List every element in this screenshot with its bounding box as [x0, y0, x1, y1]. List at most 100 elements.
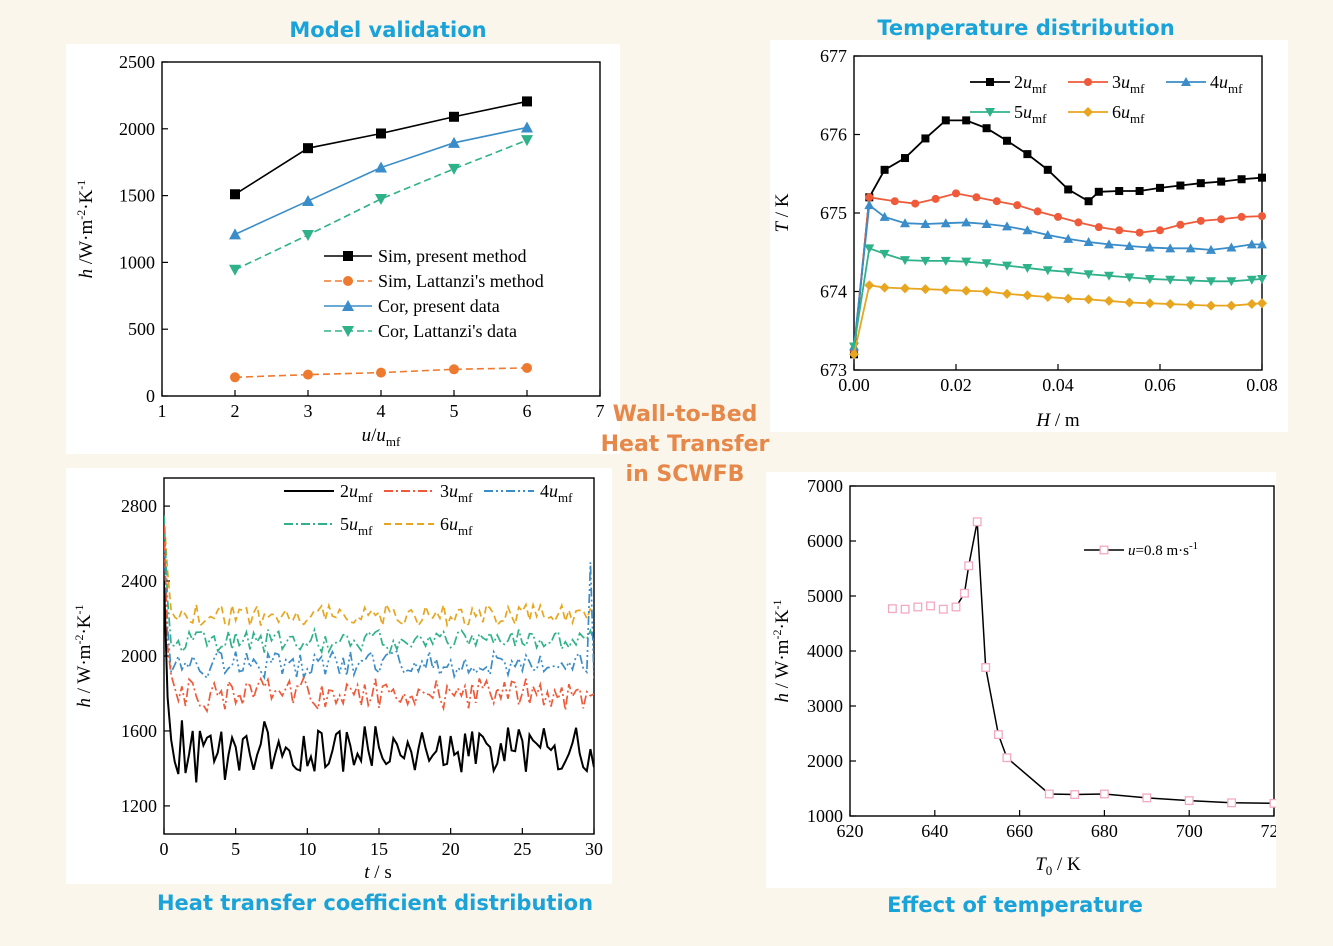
data-point [961, 285, 972, 296]
data-point [1063, 267, 1074, 277]
data-point [1002, 261, 1012, 271]
series-line [955, 521, 1275, 805]
y-axis-label-unit: ·K [74, 614, 95, 634]
y-tick-label: 5000 [807, 586, 843, 606]
data-point [964, 561, 974, 571]
legend-marker [985, 108, 995, 117]
x-tick-label: 30 [585, 839, 603, 859]
data-point [1258, 173, 1266, 182]
y-tick-label: 2800 [121, 496, 157, 516]
legend-var: u [349, 514, 358, 534]
center-title-line-1: Wall-to-Bed [612, 402, 758, 427]
center-title-line-3: in SCWFB [625, 462, 745, 487]
x-axis-label: H / m [1035, 410, 1080, 431]
data-point [521, 121, 533, 133]
y-axis-label-unit: ·K [772, 609, 793, 629]
data-point [1022, 290, 1033, 301]
data-point [1033, 207, 1042, 216]
data-point [901, 154, 909, 163]
legend-sub: mf [358, 490, 373, 505]
center-title-line-2: Heat Transfer [600, 432, 770, 457]
series-3: Cor, Lattanzi's data [229, 135, 533, 341]
legend-sub: mf [1130, 81, 1145, 96]
y-axis-label-var: T [772, 221, 793, 233]
series-line-4 [164, 515, 594, 628]
data-point [302, 230, 314, 242]
data-point [900, 604, 910, 614]
plot-frame [849, 485, 1275, 817]
series-line-3 [164, 515, 594, 655]
series-line [234, 139, 528, 271]
data-point [911, 199, 920, 208]
data-point [1115, 187, 1124, 196]
y-tick-label: 6000 [807, 531, 843, 551]
y-axis-label-var: h [76, 269, 97, 279]
legend-coef: 2 [340, 481, 349, 501]
legend-label: 2umf [340, 481, 373, 505]
data-point [1246, 239, 1257, 249]
y-axis-label-sup: -1 [74, 180, 88, 190]
data-point [1206, 277, 1216, 287]
series-2: 4umf [849, 72, 1267, 351]
data-point [522, 96, 532, 107]
y-tick-label: 2000 [121, 646, 157, 666]
data-point [1217, 215, 1226, 224]
legend-marker [342, 326, 354, 337]
y-tick-label: 675 [820, 203, 847, 223]
legend-marker [342, 300, 354, 311]
data-point [982, 124, 991, 133]
legend-label: 6umf [440, 514, 473, 538]
data-point [981, 218, 992, 228]
series-0: 2umf [850, 72, 1266, 359]
data-point [1165, 299, 1176, 310]
x-tick-label: 3 [304, 401, 313, 421]
x-axis-label: T0 / K [1035, 854, 1081, 878]
series-0: Sim, present method [230, 96, 532, 266]
legend-label: Sim, present method [378, 246, 526, 266]
data-point [1258, 212, 1266, 221]
data-point [921, 134, 930, 143]
data-point [1042, 291, 1053, 302]
data-point [1063, 293, 1074, 304]
data-point [1002, 753, 1012, 763]
legend-marker [1099, 545, 1109, 555]
data-point [1094, 187, 1103, 196]
data-point [1144, 242, 1155, 252]
plot-frame [161, 61, 601, 397]
data-point [1165, 275, 1176, 285]
legend-label: 6umf [1112, 102, 1145, 126]
legend-var: u [1219, 72, 1228, 92]
y-axis-label: T / K [772, 193, 793, 232]
legend-coef: 6 [440, 514, 449, 534]
data-point [1135, 187, 1144, 196]
data-point [1246, 275, 1257, 285]
data-point [938, 604, 948, 614]
series-line [853, 247, 1263, 347]
data-point [1023, 150, 1032, 159]
series-line-2 [164, 543, 594, 681]
y-tick-label: 677 [820, 46, 847, 66]
data-point [940, 256, 951, 266]
data-point [1064, 185, 1073, 194]
legend-label: 4umf [1210, 72, 1243, 96]
y-axis-label: h / W·m-2·K-1 [770, 599, 793, 702]
data-point [981, 286, 992, 297]
data-point [376, 128, 386, 139]
data-point [375, 161, 387, 173]
x-tick-label: 720 [1261, 821, 1277, 841]
legend-marker [1083, 107, 1093, 117]
data-point [1044, 789, 1054, 799]
data-point [1226, 242, 1237, 252]
legend-sub: mf [558, 490, 573, 505]
panel-title-temperature-distribution: Temperature distribution [877, 16, 1175, 40]
panel-title-heat-transfer-coefficient-distribution: Heat transfer coefficient distribution [156, 891, 594, 915]
data-point [879, 282, 890, 293]
legend-sub: mf [1032, 81, 1047, 96]
data-point [1257, 274, 1267, 284]
data-point [448, 163, 460, 175]
data-point [849, 349, 859, 360]
y-tick-label: 2000 [807, 751, 843, 771]
legend-item-3: 5umf [284, 514, 373, 538]
data-point [972, 193, 981, 202]
